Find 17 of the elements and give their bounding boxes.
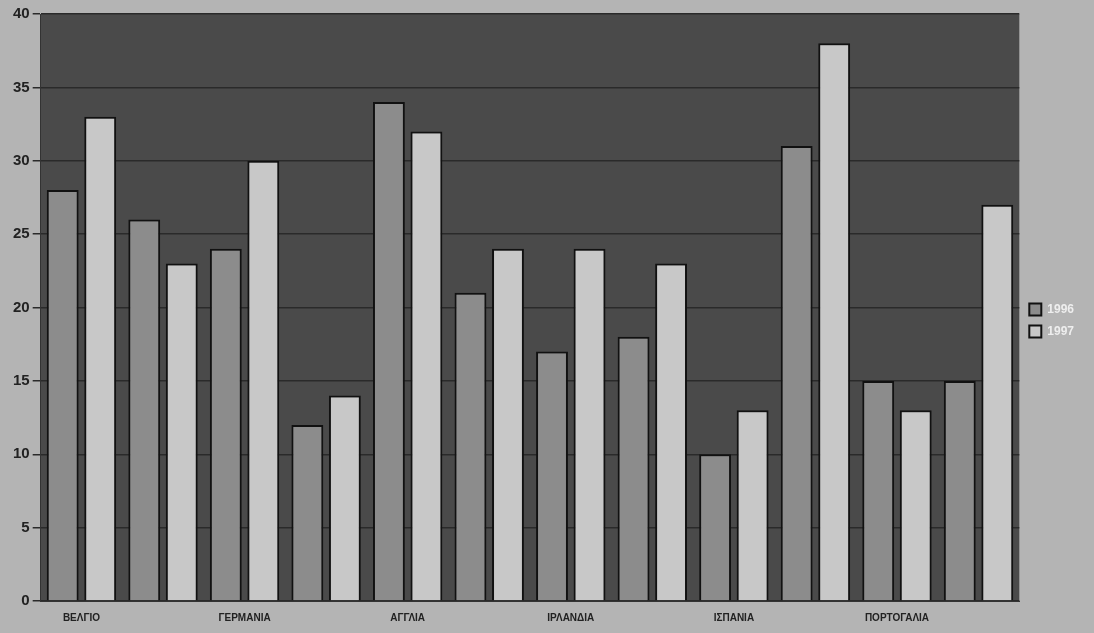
x-tick-label: ΒΕΛΓΙΟ [62, 611, 101, 623]
y-tick-label: 5 [21, 517, 30, 535]
x-tick-label: ΑΓΓΛΙΑ [390, 611, 426, 623]
y-tick-label: 0 [21, 591, 30, 609]
y-tick-label: 35 [13, 77, 30, 95]
y-tick-label: 15 [13, 371, 30, 389]
legend-label: 1997 [1047, 323, 1075, 338]
y-tick-label: 30 [13, 150, 30, 168]
y-tick-label: 40 [13, 4, 30, 22]
x-tick-label: ΠΟΡΤΟΓΑΛΙΑ [864, 611, 930, 623]
legend-label: 1996 [1047, 301, 1075, 316]
x-tick-label: ΙΣΠΑΝΙΑ [713, 611, 755, 623]
x-tick-label: ΓΕΡΜΑΝΙΑ [218, 611, 271, 623]
x-tick-label: ΙΡΛΑΝΔΙΑ [547, 611, 595, 623]
y-tick-label: 20 [13, 297, 30, 315]
y-tick-label: 10 [13, 444, 30, 462]
y-tick-label: 25 [13, 224, 30, 242]
